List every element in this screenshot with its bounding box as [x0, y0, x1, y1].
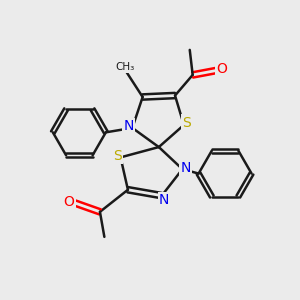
Text: N: N: [159, 193, 169, 207]
Text: O: O: [64, 194, 74, 208]
Text: CH₃: CH₃: [115, 62, 135, 72]
Text: S: S: [182, 116, 191, 130]
Text: N: N: [124, 119, 134, 134]
Text: O: O: [217, 62, 228, 76]
Text: S: S: [113, 149, 122, 163]
Text: N: N: [180, 161, 190, 175]
